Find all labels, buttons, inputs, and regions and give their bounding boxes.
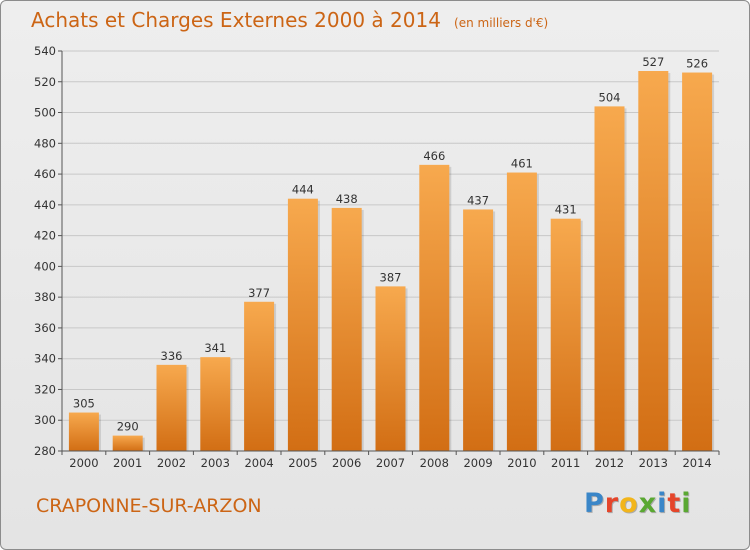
- data-label: 387: [380, 270, 402, 284]
- data-label: 527: [642, 55, 664, 69]
- bar-2009: [463, 209, 494, 451]
- logo-letter: x: [638, 488, 658, 519]
- y-tick-label: 360: [34, 321, 56, 335]
- x-tick-label: 2011: [551, 456, 580, 470]
- logo-letter: t: [667, 488, 682, 519]
- bar-2008: [419, 164, 450, 451]
- y-tick-label: 520: [34, 75, 56, 89]
- bar-2013: [638, 71, 669, 451]
- logo-letter: i: [657, 488, 668, 519]
- data-label: 336: [161, 349, 183, 363]
- chart-unit-label: (en milliers d'€): [454, 16, 549, 30]
- bar-2007: [375, 286, 406, 451]
- x-tick-label: 2003: [201, 456, 230, 470]
- bar-2014: [682, 72, 713, 452]
- y-tick-label: 420: [34, 229, 56, 243]
- x-tick-label: 2009: [463, 456, 492, 470]
- x-tick-label: 2005: [288, 456, 317, 470]
- bar-2002: [156, 364, 187, 451]
- data-label: 341: [204, 341, 226, 355]
- x-tick-label: 2014: [682, 456, 711, 470]
- y-tick-label: 380: [34, 290, 56, 304]
- y-tick-label: 500: [34, 106, 56, 120]
- y-tick-label: 540: [34, 44, 56, 58]
- data-label: 431: [555, 203, 577, 217]
- x-tick-label: 2010: [507, 456, 536, 470]
- data-label: 290: [117, 420, 139, 434]
- y-tick-label: 460: [34, 167, 56, 181]
- logo-letter: P: [584, 488, 605, 519]
- bar-2012: [594, 106, 625, 451]
- y-tick-label: 320: [34, 382, 56, 396]
- data-label: 466: [423, 149, 445, 163]
- bars: [68, 71, 715, 452]
- x-tick-label: 2002: [157, 456, 186, 470]
- y-tick-label: 480: [34, 136, 56, 150]
- data-labels: 305 290 336 341 377 444 438 387 466 437 461 431 504 5…: [73, 55, 708, 434]
- data-label: 461: [511, 157, 533, 171]
- data-label: 377: [248, 286, 270, 300]
- x-tick-label: 2007: [376, 456, 405, 470]
- bar-2010: [506, 172, 537, 452]
- bar-2000: [68, 412, 99, 451]
- logo-letter: r: [604, 488, 620, 519]
- data-label: 504: [599, 90, 621, 104]
- data-label: 305: [73, 397, 95, 411]
- proxiti-logo: Proxiti: [584, 488, 692, 519]
- axes: 280 300 320 340 360 380 400 420 440 460 480 500 520 5…: [34, 44, 720, 470]
- bar-2003: [200, 357, 231, 451]
- y-tick-label: 400: [34, 259, 56, 273]
- chart-title: Achats et Charges Externes 2000 à 2014: [31, 8, 441, 32]
- y-tick-label: 440: [34, 198, 56, 212]
- logo-letter: i: [681, 488, 692, 519]
- bar-2011: [550, 218, 581, 451]
- bar-2006: [331, 207, 362, 451]
- data-label: 437: [467, 193, 489, 207]
- place-name: CRAPONNE-SUR-ARZON: [36, 495, 262, 517]
- x-tick-label: 2004: [244, 456, 273, 470]
- bar-2001: [112, 435, 143, 451]
- x-tick-label: 2013: [639, 456, 668, 470]
- logo-letter: o: [619, 488, 639, 519]
- y-tick-label: 300: [34, 413, 56, 427]
- x-tick-label: 2008: [420, 456, 449, 470]
- x-tick-label: 2000: [69, 456, 98, 470]
- bar-2004: [244, 301, 275, 451]
- x-tick-label: 2012: [595, 456, 624, 470]
- title-row: Achats et Charges Externes 2000 à 2014 (…: [31, 8, 548, 32]
- y-tick-label: 280: [34, 444, 56, 458]
- x-tick-label: 2001: [113, 456, 142, 470]
- bar-2005: [287, 198, 318, 451]
- data-label: 444: [292, 183, 314, 197]
- x-tick-label: 2006: [332, 456, 361, 470]
- data-label: 438: [336, 192, 358, 206]
- y-tick-label: 340: [34, 352, 56, 366]
- data-label: 526: [686, 57, 708, 71]
